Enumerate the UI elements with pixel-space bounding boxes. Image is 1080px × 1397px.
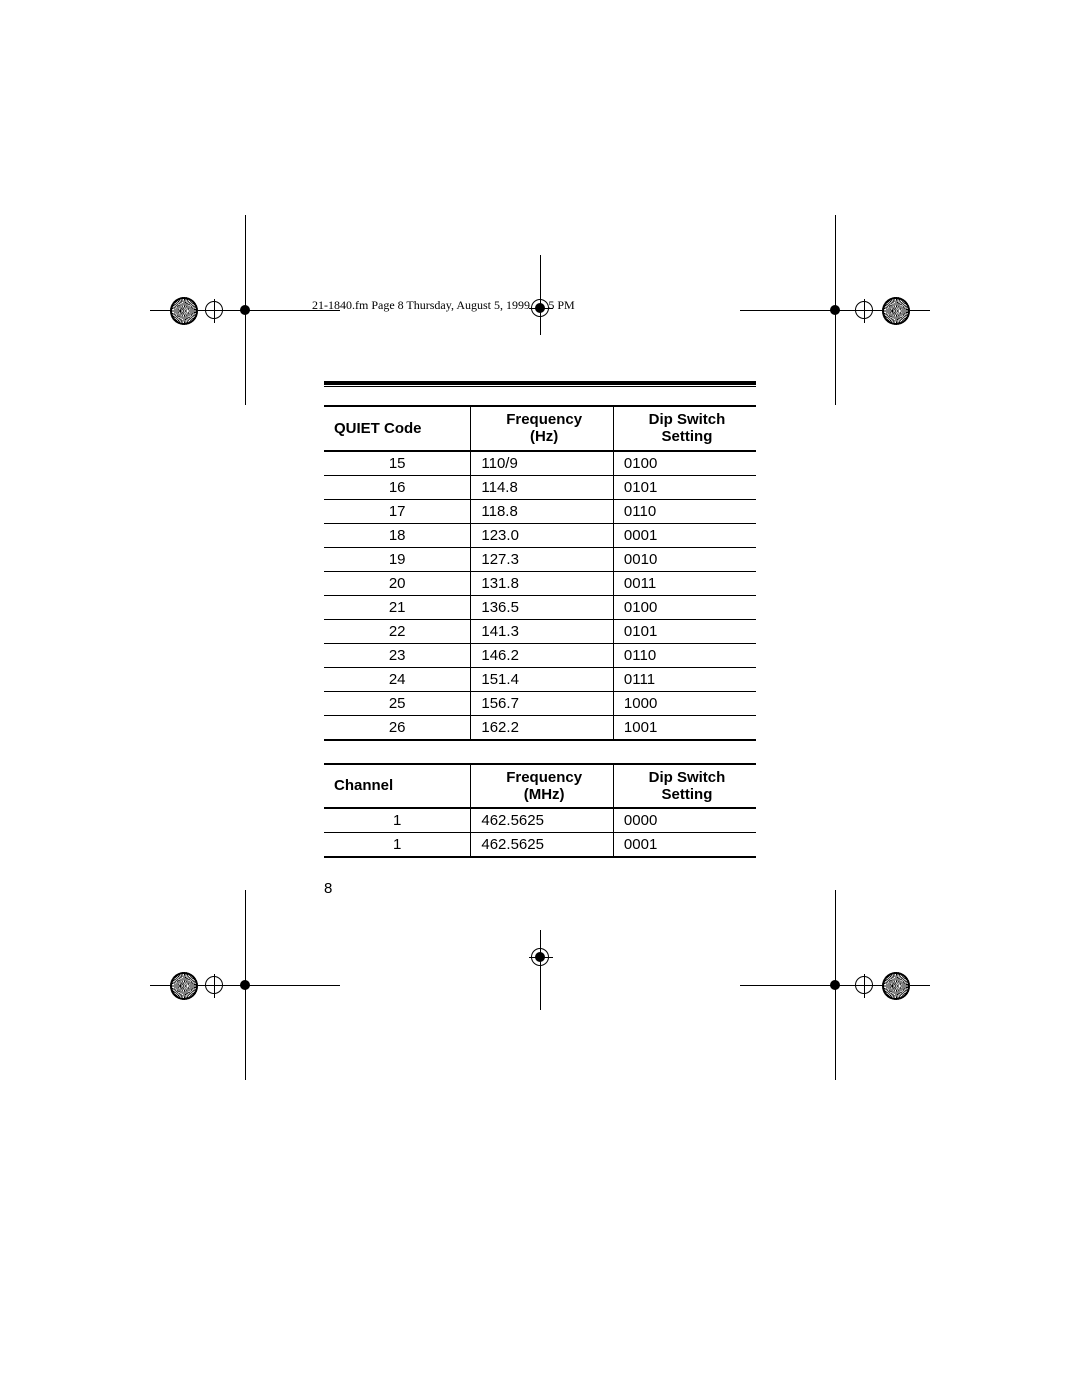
table-row: 21136.50100 xyxy=(324,595,756,619)
table-row: 1462.56250001 xyxy=(324,833,756,858)
table-cell: 131.8 xyxy=(471,571,614,595)
table-cell: 0001 xyxy=(613,833,756,858)
table-cell: 156.7 xyxy=(471,691,614,715)
table-cell: 162.2 xyxy=(471,715,614,740)
table-cell: 0100 xyxy=(613,595,756,619)
table-cell: 20 xyxy=(324,571,471,595)
col-header-frequency-mhz: Frequency (MHz) xyxy=(471,764,614,809)
top-thin-rule xyxy=(324,386,756,387)
table-cell: 1 xyxy=(324,808,471,833)
table-row: 26162.21001 xyxy=(324,715,756,740)
table-cell: 22 xyxy=(324,619,471,643)
table-cell: 16 xyxy=(324,475,471,499)
top-thick-rule xyxy=(324,381,756,385)
table-cell: 118.8 xyxy=(471,499,614,523)
table-cell: 19 xyxy=(324,547,471,571)
table-cell: 0100 xyxy=(613,451,756,476)
table-cell: 18 xyxy=(324,523,471,547)
table-row: 1462.56250000 xyxy=(324,808,756,833)
table-header-row: QUIET Code Frequency (Hz) Dip Switch Set… xyxy=(324,406,756,451)
table-cell: 127.3 xyxy=(471,547,614,571)
table-row: 15110/90100 xyxy=(324,451,756,476)
table-cell: 17 xyxy=(324,499,471,523)
table-cell: 151.4 xyxy=(471,667,614,691)
col-header-quiet-code: QUIET Code xyxy=(324,406,471,451)
col-header-dip-switch: Dip Switch Setting xyxy=(613,764,756,809)
table-cell: 1001 xyxy=(613,715,756,740)
table-cell: 24 xyxy=(324,667,471,691)
table-cell: 0101 xyxy=(613,475,756,499)
channel-table: Channel Frequency (MHz) Dip Switch Setti… xyxy=(324,763,756,859)
table-cell: 21 xyxy=(324,595,471,619)
table-cell: 26 xyxy=(324,715,471,740)
table-row: 20131.80011 xyxy=(324,571,756,595)
table-cell: 23 xyxy=(324,643,471,667)
table-cell: 0001 xyxy=(613,523,756,547)
col-header-channel: Channel xyxy=(324,764,471,809)
table-cell: 0010 xyxy=(613,547,756,571)
table-cell: 114.8 xyxy=(471,475,614,499)
table-cell: 136.5 xyxy=(471,595,614,619)
table-row: 22141.30101 xyxy=(324,619,756,643)
table-cell: 0110 xyxy=(613,499,756,523)
table-cell: 123.0 xyxy=(471,523,614,547)
table-cell: 0110 xyxy=(613,643,756,667)
table-row: 24151.40111 xyxy=(324,667,756,691)
table-cell: 146.2 xyxy=(471,643,614,667)
table-cell: 141.3 xyxy=(471,619,614,643)
table-row: 23146.20110 xyxy=(324,643,756,667)
quiet-code-table: QUIET Code Frequency (Hz) Dip Switch Set… xyxy=(324,405,756,741)
table-row: 19127.30010 xyxy=(324,547,756,571)
table-header-row: Channel Frequency (MHz) Dip Switch Setti… xyxy=(324,764,756,809)
table-row: 18123.00001 xyxy=(324,523,756,547)
table-cell: 462.5625 xyxy=(471,833,614,858)
table-cell: 110/9 xyxy=(471,451,614,476)
table-cell: 0011 xyxy=(613,571,756,595)
col-header-dip-switch: Dip Switch Setting xyxy=(613,406,756,451)
page-number: 8 xyxy=(324,880,780,897)
table-cell: 462.5625 xyxy=(471,808,614,833)
table-row: 17118.80110 xyxy=(324,499,756,523)
table-cell: 1 xyxy=(324,833,471,858)
col-header-frequency-hz: Frequency (Hz) xyxy=(471,406,614,451)
table-cell: 25 xyxy=(324,691,471,715)
table-row: 25156.71000 xyxy=(324,691,756,715)
table-cell: 0111 xyxy=(613,667,756,691)
table-cell: 15 xyxy=(324,451,471,476)
framemaker-header: 21-1840.fm Page 8 Thursday, August 5, 19… xyxy=(300,298,780,313)
table-cell: 1000 xyxy=(613,691,756,715)
page-frame: 21-1840.fm Page 8 Thursday, August 5, 19… xyxy=(300,298,780,978)
table-row: 16114.80101 xyxy=(324,475,756,499)
table-cell: 0000 xyxy=(613,808,756,833)
table-cell: 0101 xyxy=(613,619,756,643)
